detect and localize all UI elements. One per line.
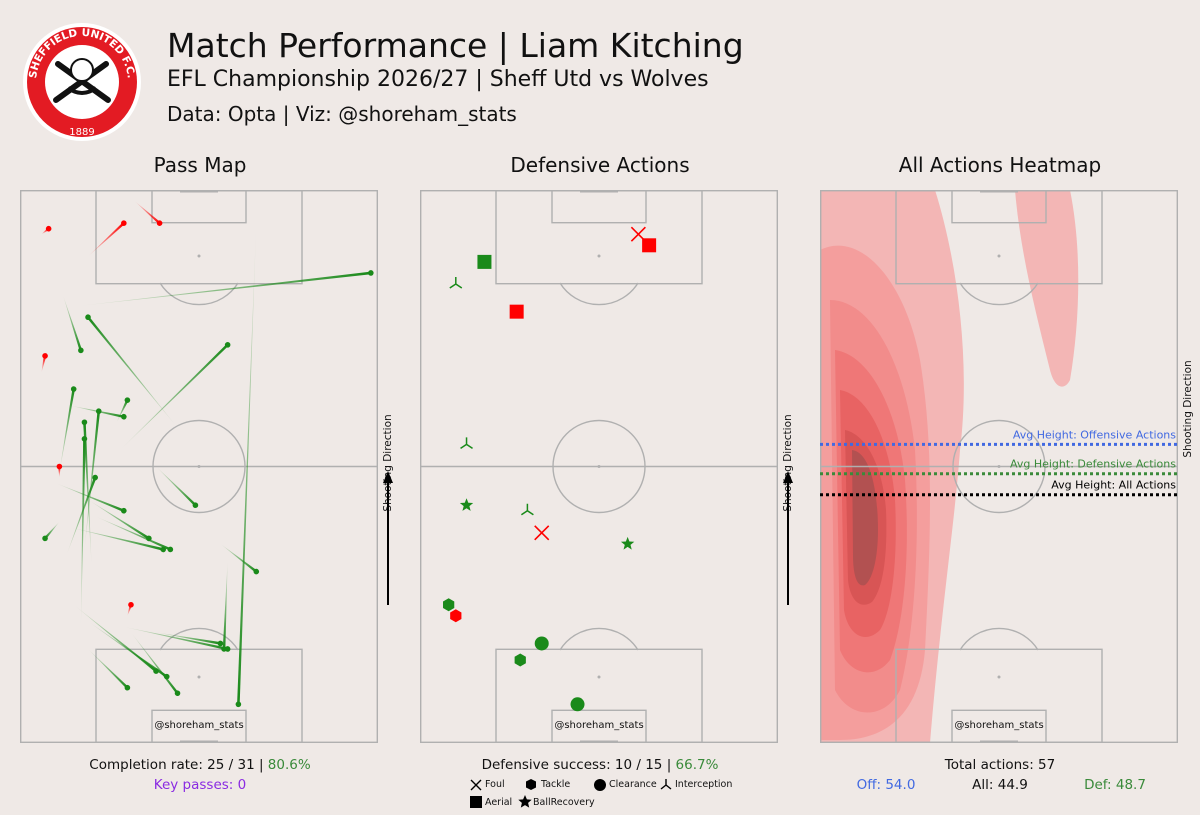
pass-map-watermark: @shoreham_stats [154, 720, 243, 731]
pass-15 [70, 527, 166, 553]
def-tackle-13 [514, 653, 526, 667]
pass-14 [88, 499, 152, 542]
pass-18 [42, 521, 60, 542]
legend-clearance: Clearance [609, 779, 657, 790]
data-credit: Data: Opta | Viz: @shoreham_stats [167, 102, 517, 126]
clearance-icon [594, 779, 606, 791]
avg-all: All: 44.9 [972, 777, 1028, 793]
pass-25 [156, 632, 224, 647]
heatmap-watermark: @shoreham_stats [954, 720, 1043, 731]
avg-label-def: Avg Height: Defensive Actions [1010, 458, 1176, 471]
pass-3 [62, 295, 84, 354]
heatmap-title: All Actions Heatmap [898, 153, 1102, 177]
avg-def: Def: 48.7 [1084, 777, 1146, 793]
club-badge: SHEFFIELD UNITED F.C. 1889 [23, 23, 141, 141]
page-subtitle: EFL Championship 2026/27 | Sheff Utd vs … [167, 67, 709, 92]
def-ballrecovery-9 [620, 536, 635, 550]
ballrecovery-icon [518, 795, 532, 808]
total-actions: Total actions: 57 [944, 757, 1056, 773]
legend-tackle: Tackle [541, 779, 571, 790]
legend-interception: Interception [675, 779, 733, 790]
pass-map-pitch: @shoreham_stats [20, 190, 378, 743]
pass-5 [59, 386, 77, 473]
def-aerial-1 [642, 238, 657, 253]
pass-0 [235, 223, 257, 708]
pass-13 [55, 483, 127, 514]
def-interception-5 [460, 437, 473, 450]
def-interception-7 [520, 503, 534, 516]
defensive-actions-pitch: @shoreham_stats [420, 190, 778, 743]
pass-20 [88, 648, 131, 691]
pass-22 [130, 632, 181, 697]
def-tackle-11 [450, 609, 462, 623]
pass-26 [134, 201, 163, 226]
avg-label-all: Avg Height: All Actions [1051, 479, 1176, 492]
pass-7 [116, 397, 131, 423]
avg-off: Off: 54.0 [856, 777, 916, 793]
shooting-direction-1: Shooting Direction [382, 414, 394, 605]
badge-year: 1889 [69, 127, 94, 138]
pass-9 [81, 419, 92, 567]
pass-map-title: Pass Map [153, 153, 247, 177]
pass-2 [85, 314, 178, 428]
def-tackle-10 [443, 598, 455, 612]
def-interception-3 [449, 277, 463, 289]
def-foul-8 [534, 525, 550, 541]
legend-foul: Foul [485, 779, 505, 790]
interception-icon [660, 779, 672, 790]
shooting-direction-label-3: Shooting Direction [1182, 360, 1194, 457]
def-clearance-14 [570, 697, 585, 712]
def-ballrecovery-6 [459, 498, 474, 511]
heatmap-pitch: Avg Height: Offensive Actions Avg Height:… [820, 190, 1178, 743]
pass-17 [220, 543, 260, 575]
pass-11 [66, 474, 98, 555]
pass-29 [41, 353, 48, 373]
pass-4 [120, 342, 231, 450]
shooting-direction-3: Shooting Direction [1182, 360, 1194, 457]
pass-12 [156, 466, 199, 509]
shooting-direction-label-1: Shooting Direction [382, 414, 394, 511]
pass-10 [80, 436, 88, 627]
pass-16 [95, 516, 174, 553]
pass-24 [221, 560, 228, 652]
aerial-icon [470, 796, 482, 808]
pass-8 [84, 408, 102, 550]
def-aerial-4 [509, 304, 524, 319]
pass-21 [73, 604, 159, 674]
shooting-direction-label-2: Shooting Direction [782, 414, 794, 511]
legend-aerial: Aerial [485, 797, 513, 808]
pass-31 [127, 601, 134, 616]
legend-ballrecovery: BallRecovery [533, 797, 595, 808]
defensive-actions-title: Defensive Actions [510, 153, 690, 177]
tackle-icon [526, 779, 536, 790]
pass-30 [56, 463, 63, 478]
page-title: Match Performance | Liam Kitching [167, 26, 744, 65]
pass-28 [41, 225, 52, 235]
shooting-direction-2: Shooting Direction [782, 414, 794, 605]
defensive-success: Defensive success: 10 / 15 | 66.7% [481, 757, 719, 773]
arrow-up-icon [383, 471, 393, 483]
pass-23 [123, 626, 231, 652]
avg-label-off: Avg Height: Offensive Actions [1013, 428, 1176, 441]
pass-27 [88, 220, 127, 257]
pass-1 [77, 270, 374, 307]
defensive-legend: Foul Tackle Clearance Interception Aeria… [468, 777, 768, 809]
def-aerial-2 [477, 254, 492, 269]
defensive-watermark: @shoreham_stats [554, 720, 643, 731]
key-passes: Key passes: 0 [153, 777, 247, 793]
def-clearance-12 [534, 636, 549, 651]
arrow-up-icon [783, 471, 793, 483]
completion-rate: Completion rate: 25 / 31 | 80.6% [89, 757, 311, 773]
foul-icon [470, 779, 482, 791]
